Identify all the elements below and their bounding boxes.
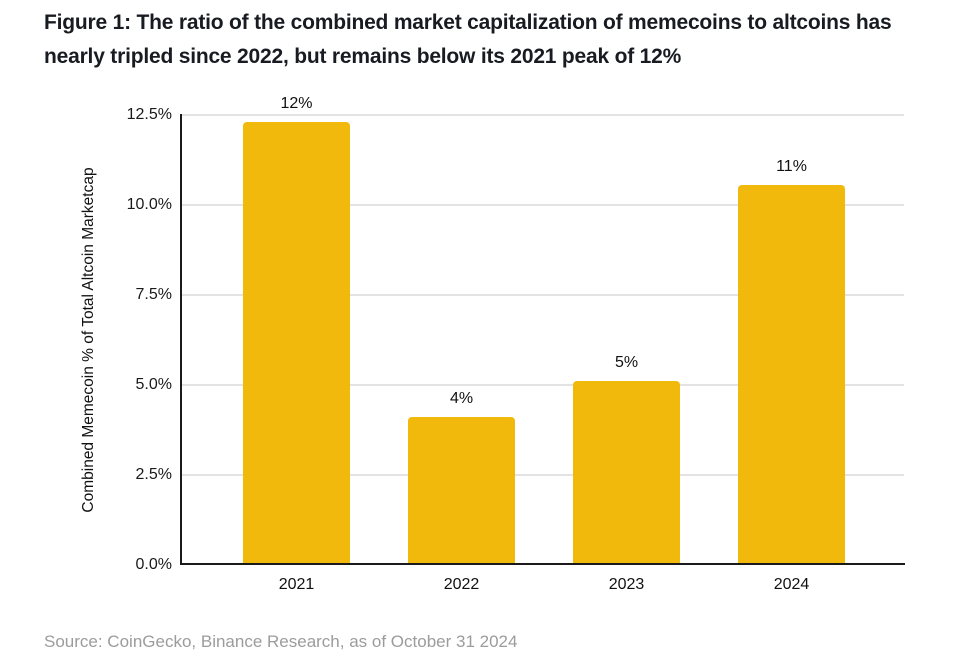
x-tick-label-2021: 2021 (278, 576, 315, 593)
bar-value-label-2021: 12% (280, 95, 313, 113)
bar-2022 (408, 417, 515, 565)
y-tick-label-12.5%: 12.5% (126, 106, 172, 123)
y-tick-label-0.0%: 0.0% (135, 556, 172, 573)
bar-value-label-2024: 11% (776, 158, 807, 176)
y-tick-label-10.0%: 10.0% (126, 196, 172, 213)
source-attribution: Source: CoinGecko, Binance Research, as … (44, 632, 518, 651)
gridline-7.5% (182, 294, 904, 296)
bar-value-label-2022: 4% (449, 390, 474, 408)
y-tick-label-5.0%: 5.0% (135, 376, 172, 393)
gridline-5.0% (182, 384, 904, 386)
x-axis-line (180, 563, 905, 565)
y-tick-label-7.5%: 7.5% (135, 286, 172, 303)
bar-value-label-2023: 5% (614, 354, 639, 372)
bar-2024 (738, 185, 845, 565)
y-tick-label-2.5%: 2.5% (135, 466, 172, 483)
x-tick-label-2024: 2024 (773, 576, 810, 593)
figure-title-line1: Figure 1: The ratio of the combined mark… (44, 11, 892, 34)
y-axis-line (180, 114, 182, 565)
y-axis-title: Combined Memecoin % of Total Altcoin Mar… (80, 167, 97, 513)
x-tick-label-2023: 2023 (608, 576, 645, 593)
x-tick-label-2022: 2022 (443, 576, 480, 593)
bar-2021 (243, 122, 350, 565)
gridline-2.5% (182, 474, 904, 476)
figure-title-line2: nearly tripled since 2022, but remains b… (44, 45, 682, 68)
gridline-10.0% (182, 204, 904, 206)
bar-2023 (573, 381, 680, 565)
gridline-12.5% (182, 114, 904, 116)
figure-title: Figure 1: The ratio of the combined mark… (44, 6, 954, 74)
